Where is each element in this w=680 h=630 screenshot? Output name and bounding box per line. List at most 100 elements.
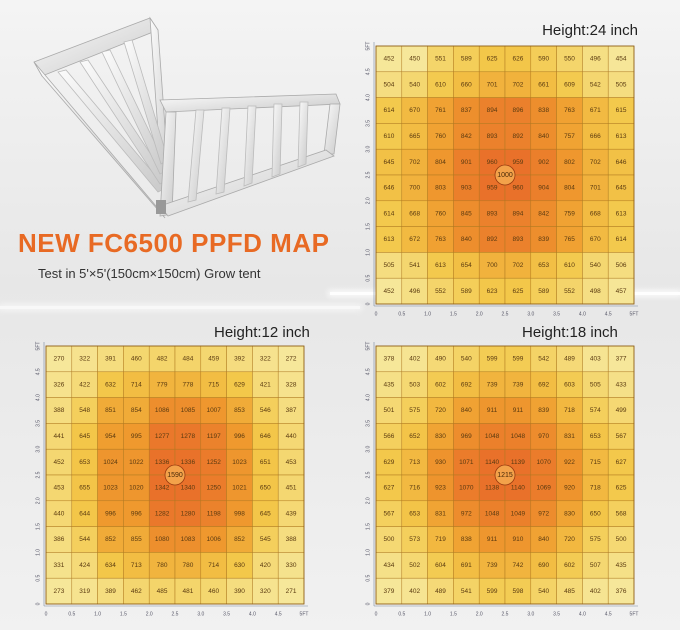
heatmap-cell xyxy=(123,448,150,476)
cell-value: 546 xyxy=(260,407,271,414)
cell-value: 589 xyxy=(538,288,549,295)
cell-value: 1282 xyxy=(155,510,170,517)
heatmap-cell xyxy=(375,252,403,279)
heatmap-cell xyxy=(148,371,176,398)
x-tick-label: 3.5 xyxy=(223,611,230,617)
y-tick-label: 2.0 xyxy=(365,497,371,504)
cell-value: 273 xyxy=(53,588,64,595)
peak-marker xyxy=(164,464,186,486)
heatmap-cell xyxy=(123,526,150,553)
cell-value: 778 xyxy=(182,381,193,388)
cell-value: 672 xyxy=(409,236,420,243)
heatmap-cell xyxy=(427,174,454,202)
heatmap-cell xyxy=(504,526,532,553)
cell-value: 331 xyxy=(53,562,64,569)
x-tick-label: 3.5 xyxy=(553,311,560,317)
heatmap-cell xyxy=(252,448,279,476)
heatmap-cell xyxy=(427,45,454,73)
heatmap-cell xyxy=(582,526,609,553)
heatmap-cell xyxy=(582,500,609,527)
heatmap-cell xyxy=(226,448,253,476)
heatmap-cell xyxy=(174,552,202,579)
cell-value: 660 xyxy=(461,81,472,88)
cell-value: 614 xyxy=(616,236,627,243)
cell-value: 540 xyxy=(538,588,549,595)
cell-value: 922 xyxy=(564,459,575,466)
heatmap-cell xyxy=(427,526,454,553)
cell-value: 739 xyxy=(487,381,498,388)
heatmap-cell xyxy=(401,552,428,579)
heatmap-cell xyxy=(71,423,98,450)
heatmap-cell xyxy=(252,371,279,398)
cell-value: 715 xyxy=(208,381,219,388)
cell-value: 545 xyxy=(260,536,271,543)
heatmap-cell xyxy=(582,448,609,476)
cell-value: 1336 xyxy=(181,459,196,466)
cell-value: 322 xyxy=(260,356,271,363)
cell-value: 839 xyxy=(538,407,549,414)
heatmap-cell xyxy=(252,345,279,373)
cell-value: 540 xyxy=(461,356,472,363)
cell-value: 802 xyxy=(564,159,575,166)
cell-value: 613 xyxy=(616,210,627,217)
cell-value: 670 xyxy=(590,236,601,243)
cell-value: 420 xyxy=(260,562,271,569)
cell-value: 482 xyxy=(157,356,168,363)
y-tick-label: 2.5 xyxy=(365,471,371,478)
cell-value: 652 xyxy=(409,433,420,440)
cell-value: 490 xyxy=(435,356,446,363)
cell-value: 896 xyxy=(512,107,523,114)
heatmap-cell xyxy=(252,474,279,502)
y-tick-label: 2.5 xyxy=(365,171,371,178)
panel-title: Height:18 inch xyxy=(522,324,618,341)
x-tick-label: 5FT xyxy=(300,611,309,617)
cell-value: 653 xyxy=(409,510,420,517)
cell-value: 615 xyxy=(616,107,627,114)
panel-title: Height:24 inch xyxy=(542,22,638,39)
y-tick-label: 0 xyxy=(35,602,41,605)
cell-value: 548 xyxy=(79,407,90,414)
cell-value: 542 xyxy=(538,356,549,363)
cell-value: 552 xyxy=(564,288,575,295)
cell-value: 632 xyxy=(105,381,116,388)
cell-value: 715 xyxy=(590,459,601,466)
peak-value: 1590 xyxy=(167,472,183,479)
heatmap-cell xyxy=(71,526,98,553)
x-tick-label: 1.0 xyxy=(424,311,431,317)
heatmap-cell xyxy=(200,371,227,398)
heatmap-cell xyxy=(277,526,305,553)
cell-value: 500 xyxy=(616,536,627,543)
cell-value: 421 xyxy=(260,381,271,388)
heatmap-cell xyxy=(530,397,557,424)
heatmap-cell xyxy=(504,577,532,605)
heatmap-cell xyxy=(582,200,609,227)
cell-value: 780 xyxy=(157,562,168,569)
cell-value: 629 xyxy=(234,381,245,388)
cell-value: 389 xyxy=(105,588,116,595)
cell-value: 840 xyxy=(538,133,549,140)
x-tick-label: 0.5 xyxy=(68,611,75,617)
heatmap-cell xyxy=(607,448,635,476)
heatmap-cell xyxy=(530,371,557,398)
y-tick-label: 3.5 xyxy=(35,420,41,427)
cell-value: 505 xyxy=(383,262,394,269)
cell-value: 838 xyxy=(538,107,549,114)
x-tick-label: 3.0 xyxy=(527,611,534,617)
cell-value: 326 xyxy=(53,381,64,388)
y-tick-label: 2.5 xyxy=(35,471,41,478)
cell-value: 718 xyxy=(564,407,575,414)
cell-value: 1250 xyxy=(206,485,221,492)
x-tick-label: 0 xyxy=(375,311,378,317)
y-tick-label: 1.0 xyxy=(365,249,371,256)
cell-value: 650 xyxy=(260,485,271,492)
cell-value: 739 xyxy=(487,562,498,569)
heatmap-cell xyxy=(401,371,428,398)
cell-value: 501 xyxy=(383,407,394,414)
x-tick-label: 2.5 xyxy=(502,611,509,617)
x-tick-label: 0 xyxy=(375,611,378,617)
heatmap-cell xyxy=(556,148,583,176)
cell-value: 614 xyxy=(383,210,394,217)
cell-value: 602 xyxy=(564,562,575,569)
heatmap-cell xyxy=(174,423,202,450)
heatmap-cell xyxy=(556,252,583,279)
